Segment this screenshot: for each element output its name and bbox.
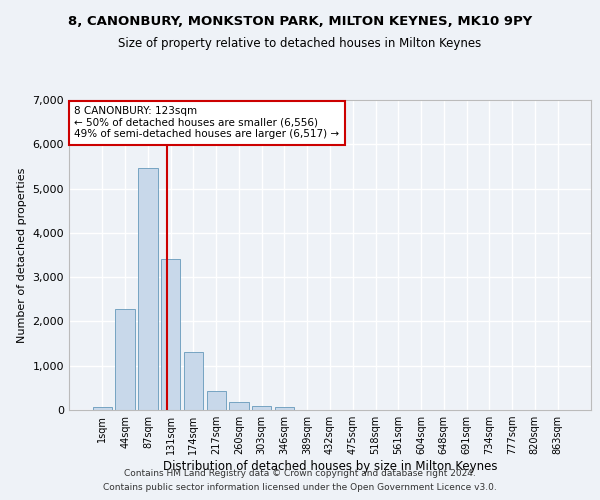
Text: 8, CANONBURY, MONKSTON PARK, MILTON KEYNES, MK10 9PY: 8, CANONBURY, MONKSTON PARK, MILTON KEYN… — [68, 15, 532, 28]
Bar — [138, 168, 158, 410]
Bar — [184, 352, 203, 410]
Bar — [275, 407, 294, 410]
X-axis label: Distribution of detached houses by size in Milton Keynes: Distribution of detached houses by size … — [163, 460, 497, 473]
Bar — [115, 310, 135, 410]
Bar — [206, 390, 226, 410]
Text: 8 CANONBURY: 123sqm
← 50% of detached houses are smaller (6,556)
49% of semi-det: 8 CANONBURY: 123sqm ← 50% of detached ho… — [74, 106, 340, 140]
Text: Contains HM Land Registry data © Crown copyright and database right 2024.: Contains HM Land Registry data © Crown c… — [124, 468, 476, 477]
Bar — [252, 406, 271, 410]
Bar — [93, 407, 112, 410]
Text: Contains public sector information licensed under the Open Government Licence v3: Contains public sector information licen… — [103, 484, 497, 492]
Bar — [229, 402, 248, 410]
Y-axis label: Number of detached properties: Number of detached properties — [17, 168, 27, 342]
Bar — [161, 258, 181, 410]
Text: Size of property relative to detached houses in Milton Keynes: Size of property relative to detached ho… — [118, 38, 482, 51]
